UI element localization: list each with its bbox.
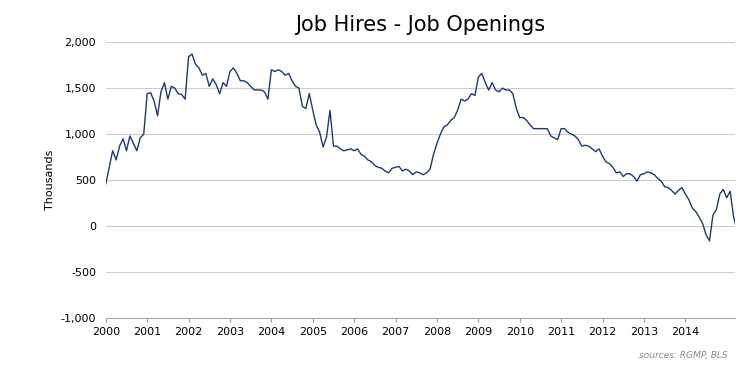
Y-axis label: Thousands: Thousands (45, 150, 55, 210)
Text: sources: RGMP, BLS: sources: RGMP, BLS (639, 350, 728, 360)
Title: Job Hires - Job Openings: Job Hires - Job Openings (296, 15, 545, 35)
